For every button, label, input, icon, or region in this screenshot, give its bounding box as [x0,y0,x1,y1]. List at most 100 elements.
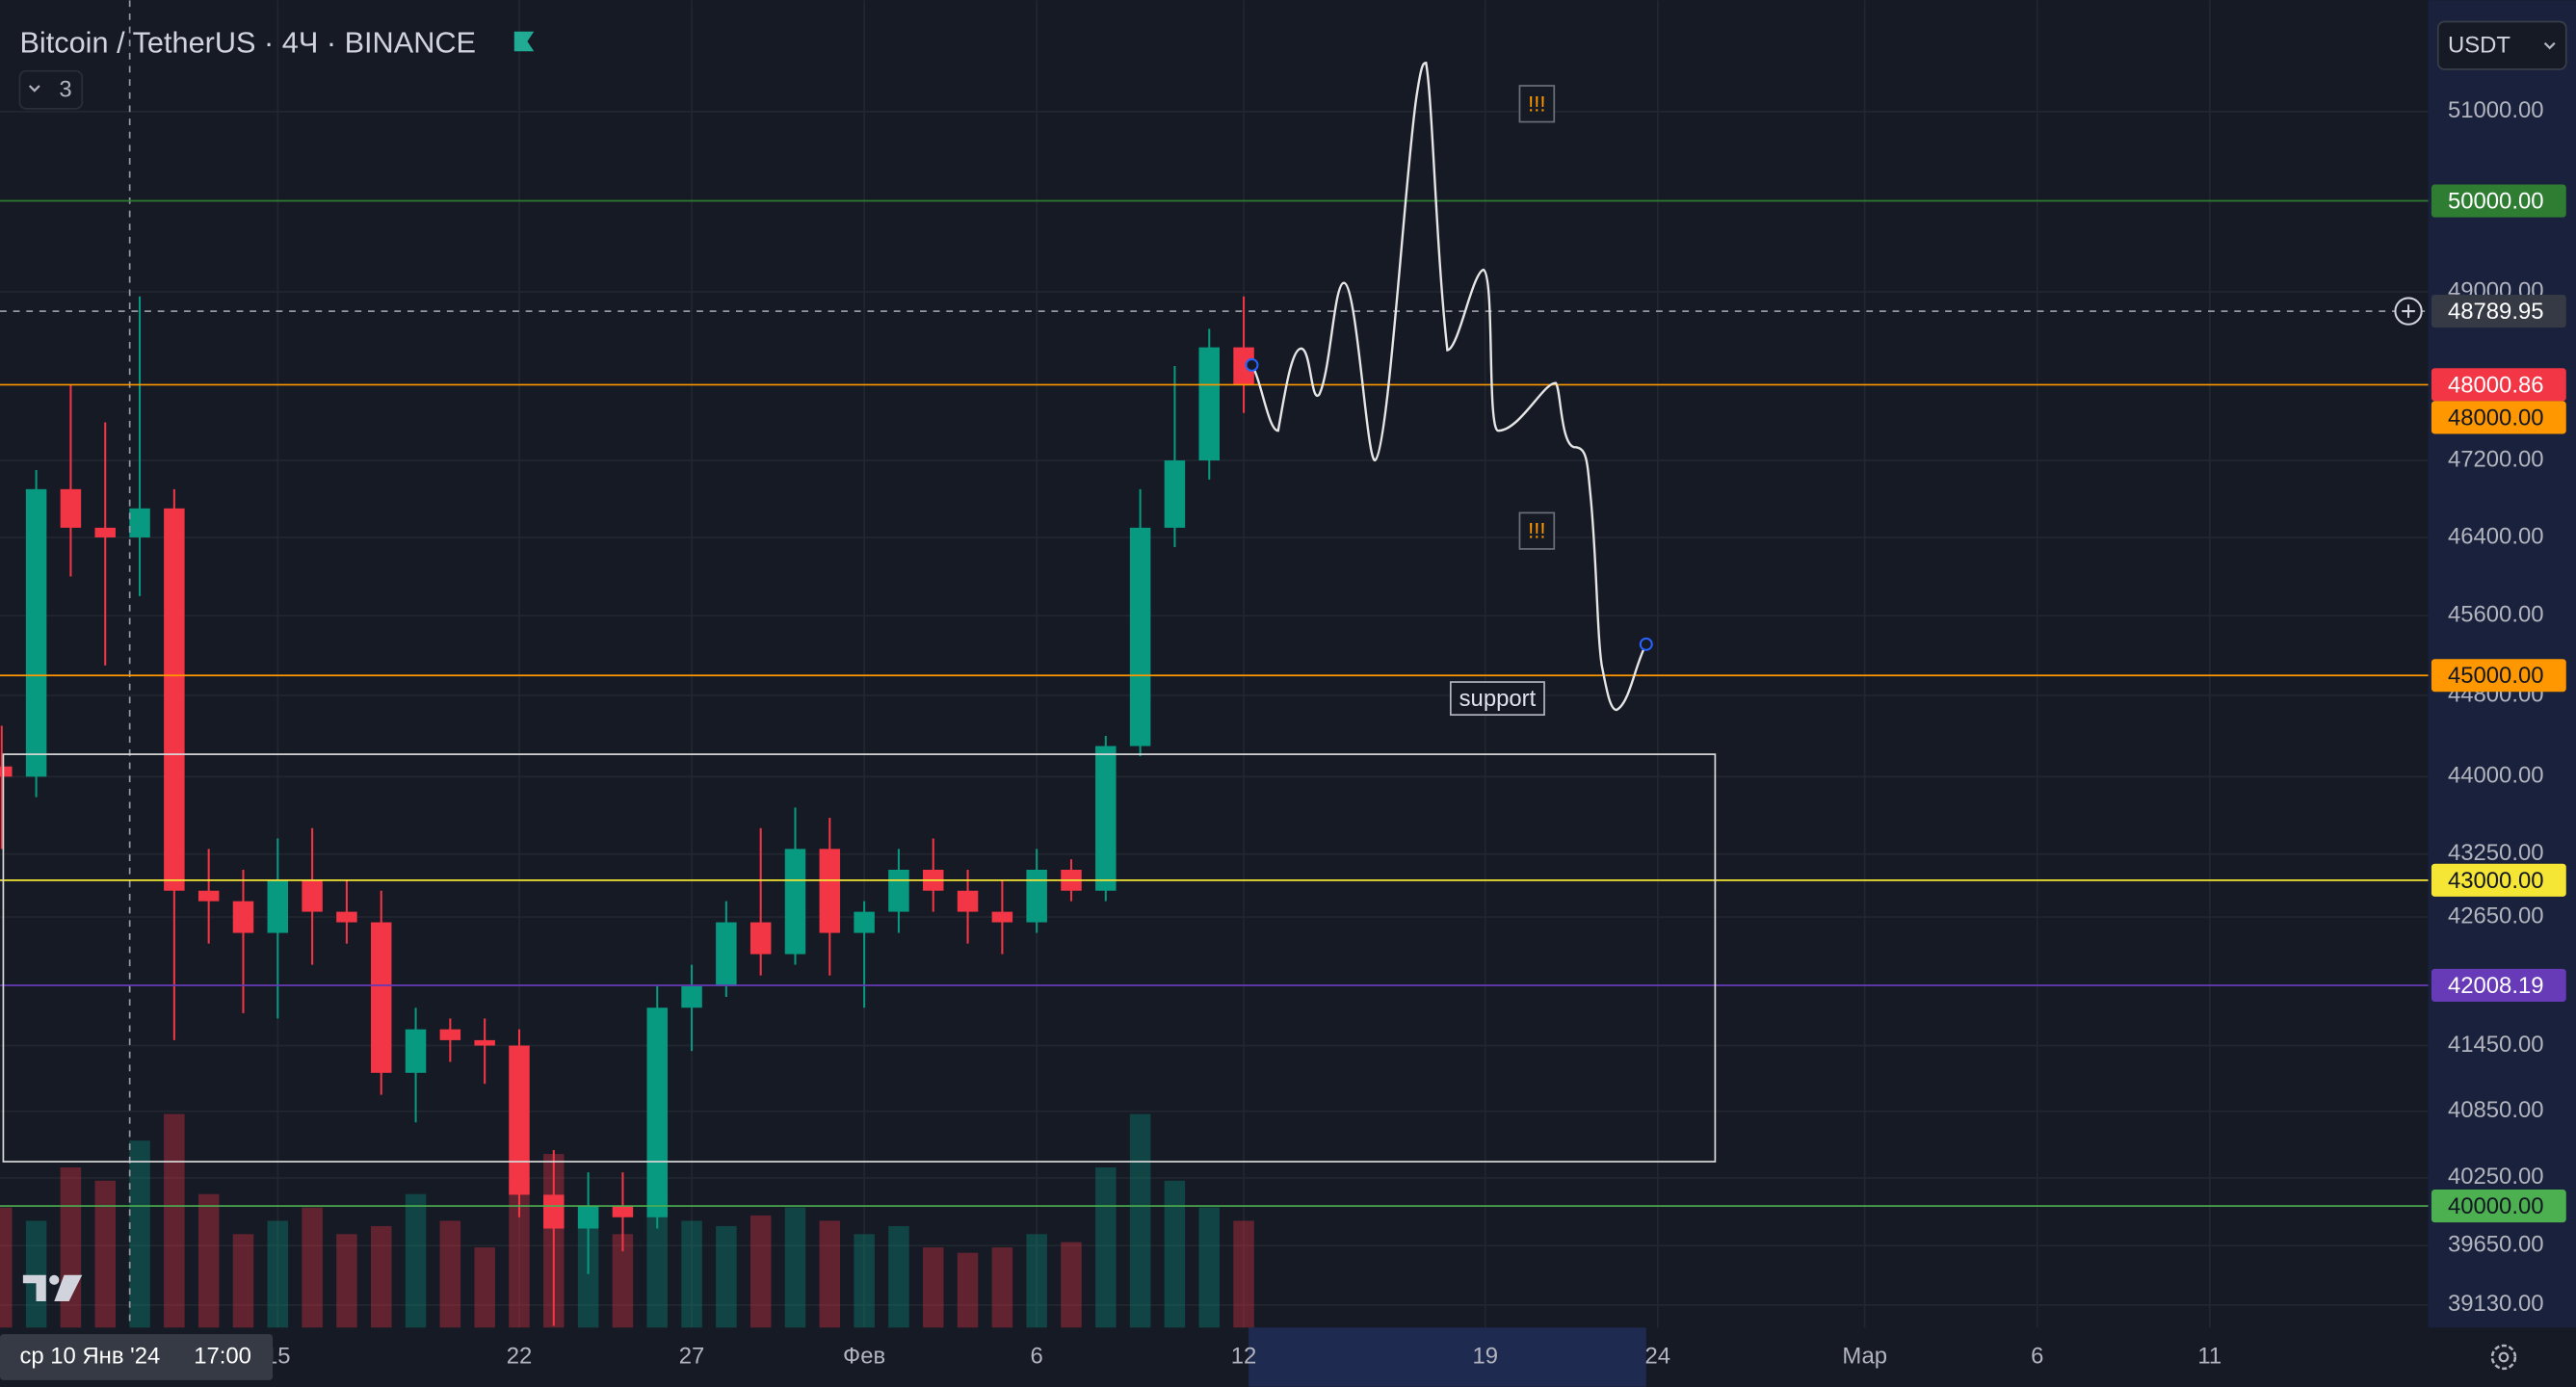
price-label-bg [2431,401,2566,434]
annotation-box[interactable] [1449,681,1545,717]
price-label: 42008.19 [2448,973,2544,999]
price-label-bg [2431,368,2566,402]
crosshair-time: 17:00 [194,1343,251,1369]
price-label-bg [2431,1190,2566,1223]
candle-body [543,1194,565,1229]
price-label: 43000.00 [2448,868,2544,894]
tradingview-logo [22,1274,83,1301]
y-tick-label: 40850.00 [2448,1097,2544,1123]
currency-selector[interactable] [2436,20,2567,70]
drawing-handle[interactable] [1639,637,1653,651]
candle-body [1164,460,1186,528]
volume-bar [60,1166,82,1328]
price-label: 40000.00 [2448,1193,2544,1219]
grid [0,0,2429,1328]
candle-body [957,890,979,912]
price-label-bg [2431,659,2566,693]
candle-body [25,488,47,777]
candle-body [129,508,150,537]
volume-bar [681,1220,702,1328]
price-label-bg [2431,968,2566,1003]
candle-body [784,849,806,955]
volume-bar [336,1234,357,1328]
volume-bar [1233,1220,1254,1328]
logo-part [22,1274,46,1301]
annotation-box[interactable] [1518,511,1556,550]
candle-body [1095,746,1117,891]
y-tick-label: 51000.00 [2448,97,2544,123]
x-tick-label: 27 [679,1343,705,1369]
y-tick-label: 39650.00 [2448,1231,2544,1257]
volume-bar [1026,1234,1047,1328]
indicator-count[interactable]: 3 [59,76,71,102]
candle-body [509,1045,530,1195]
annotation[interactable]: !!! [1528,92,1545,116]
candle-body [888,869,909,912]
volume-bar [1061,1242,1082,1328]
candle-body [681,985,702,1008]
add-alert-plus [2402,304,2415,318]
candle-body [94,527,116,537]
x-tick-label: 19 [1472,1343,1498,1369]
volume-bar [509,1180,530,1328]
candle-body [991,911,1013,923]
candle-body [1129,527,1151,746]
drawing-handle[interactable] [1245,357,1259,372]
candle-body [405,1029,427,1073]
candle-body [336,911,357,923]
y-tick-label: 45600.00 [2448,602,2544,628]
candle-body [749,922,772,955]
logo-part [54,1274,83,1301]
candle-body [612,1206,634,1217]
y-tick-label: 41450.00 [2448,1032,2544,1058]
volume-bar [439,1220,461,1328]
candle-body [1233,347,1254,385]
volume-bar [784,1207,806,1328]
volume-bar [129,1140,150,1328]
volume-bar [888,1225,909,1328]
candle-body [1198,347,1220,461]
annotation-box[interactable] [1518,85,1556,123]
chart-title: Bitcoin / TetherUS · 4Ч · BINANCE [19,25,476,59]
annotation[interactable]: !!! [1528,519,1545,543]
candle-body [819,849,841,933]
forecast-drawing[interactable] [1250,61,1647,712]
candle-body [164,508,185,891]
x-tick-label: Фев [843,1343,885,1369]
price-label: 48000.86 [2448,372,2544,398]
chevron-icon [28,85,40,92]
volume-bar [197,1193,220,1328]
x-tick-label: 22 [507,1343,533,1369]
price-label-bg [2431,184,2566,218]
annotation[interactable]: support [1459,686,1537,712]
x-tick-label: 24 [1645,1343,1671,1369]
crosshair-price: 48789.95 [2448,299,2544,325]
candle-body [854,911,875,933]
candle-body [197,890,220,902]
volume-bar [405,1193,427,1328]
candle-body [1026,869,1047,923]
volume-bar [646,1193,668,1328]
range-box[interactable] [2,753,1717,1163]
volume-bar [370,1225,392,1328]
market-flag [513,31,535,52]
volume-bar [267,1220,289,1328]
indicator-toggle[interactable] [18,69,84,110]
candle-body [60,488,82,528]
currency[interactable]: USDT [2448,32,2510,58]
volume-bar [232,1234,254,1328]
price-label: 48000.00 [2448,405,2544,431]
y-tick-label: 39130.00 [2448,1291,2544,1317]
y-tick-label: 40250.00 [2448,1164,2544,1190]
x-tick-label: 11 [2197,1343,2221,1369]
volume-bar [957,1252,979,1328]
price-label: 50000.00 [2448,189,2544,215]
candle-body [439,1029,461,1040]
candle-body [716,922,737,986]
price-label: 45000.00 [2448,663,2544,689]
candle-body [474,1039,495,1046]
x-tick-label: 12 [1231,1343,1257,1369]
candle-body [302,879,323,912]
